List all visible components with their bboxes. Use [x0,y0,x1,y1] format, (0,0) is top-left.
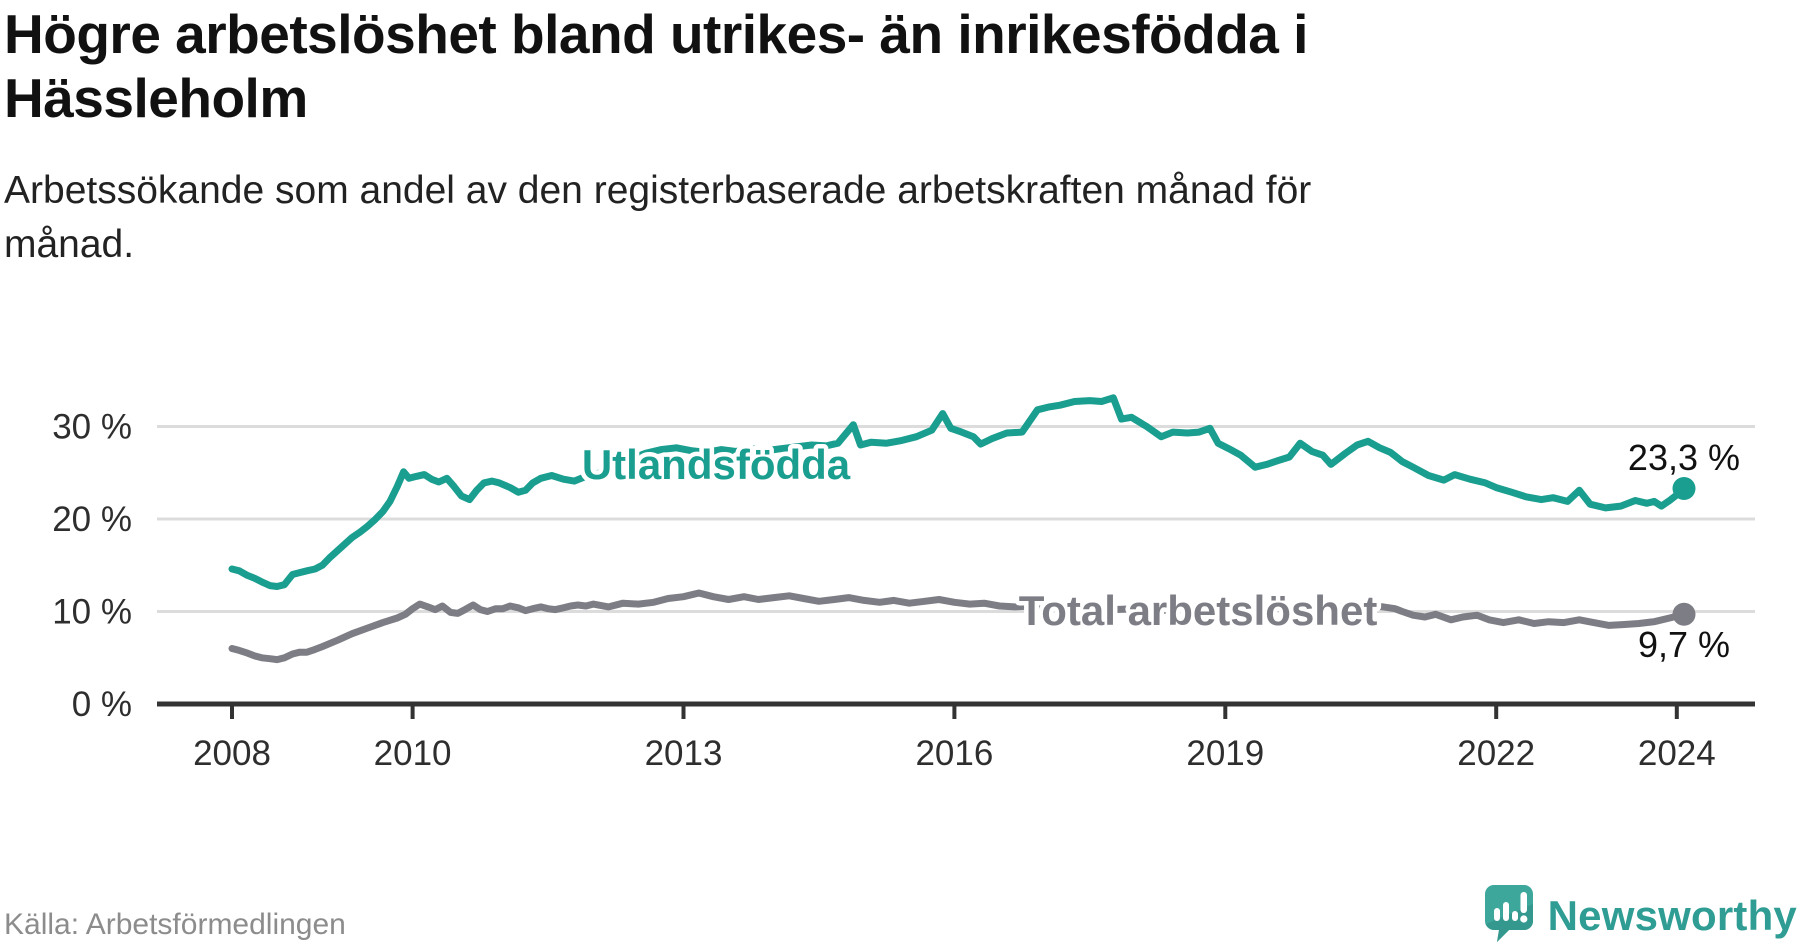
axis-layer: 30 % 20 % 10 % 0 % 2008 2010 2013 2016 2019 2022 2… [52,408,1755,773]
gridline-layer [157,425,1755,613]
newsworthy-logo-icon [1484,884,1534,948]
x-axis-tick-label: 2024 [1638,734,1716,773]
x-axis-tick-label: 2022 [1457,734,1535,773]
y-axis-tick-label: 0 % [72,685,132,724]
series-line-utlandsfodda [228,394,1688,590]
chart-subtitle-line-2: månad. [4,223,135,266]
end-value-label-utlandsfodda: 23,3 % [1628,437,1740,478]
series-endpoint-dot-total-arbetsloshet [1672,602,1696,626]
newsworthy-logo: Newsworthy [1484,884,1797,948]
chart-subtitle: Arbetssökande som andel av den registerb… [4,164,1644,272]
chart-subtitle-line-1: Arbetssökande som andel av den registerb… [4,169,1312,212]
series-label-utlandsfodda: Utlandsfödda [582,441,851,488]
end-value-label-total: 9,7 % [1638,624,1730,665]
y-axis-tick-label: 10 % [52,593,132,632]
source-note: Källa: Arbetsförmedlingen [4,908,346,941]
series-label-total-arbetsloshet: Total arbetslöshet [1019,587,1378,634]
x-axis-tick-label: 2019 [1186,734,1264,773]
x-axis-tick-label: 2010 [374,734,452,773]
y-axis-tick-label: 30 % [52,408,132,447]
page-title-line-1: Högre arbetslöshet bland utrikes- än inr… [4,3,1308,65]
x-axis-tick-label: 2016 [915,734,993,773]
x-axis-tick-label: 2013 [645,734,723,773]
newsworthy-wordmark: Newsworthy [1547,892,1797,939]
x-axis-tick-label: 2008 [193,734,271,773]
series-endpoint-dot-utlandsfodda [1672,477,1696,500]
series-line-total-arbetsloshet [228,589,1688,664]
y-axis-tick-label: 20 % [52,500,132,539]
series-layer [228,394,1696,664]
chart-header: Högre arbetslöshet bland utrikes- än inr… [4,2,1644,272]
page-title-line-2: Hässleholm [4,67,308,129]
